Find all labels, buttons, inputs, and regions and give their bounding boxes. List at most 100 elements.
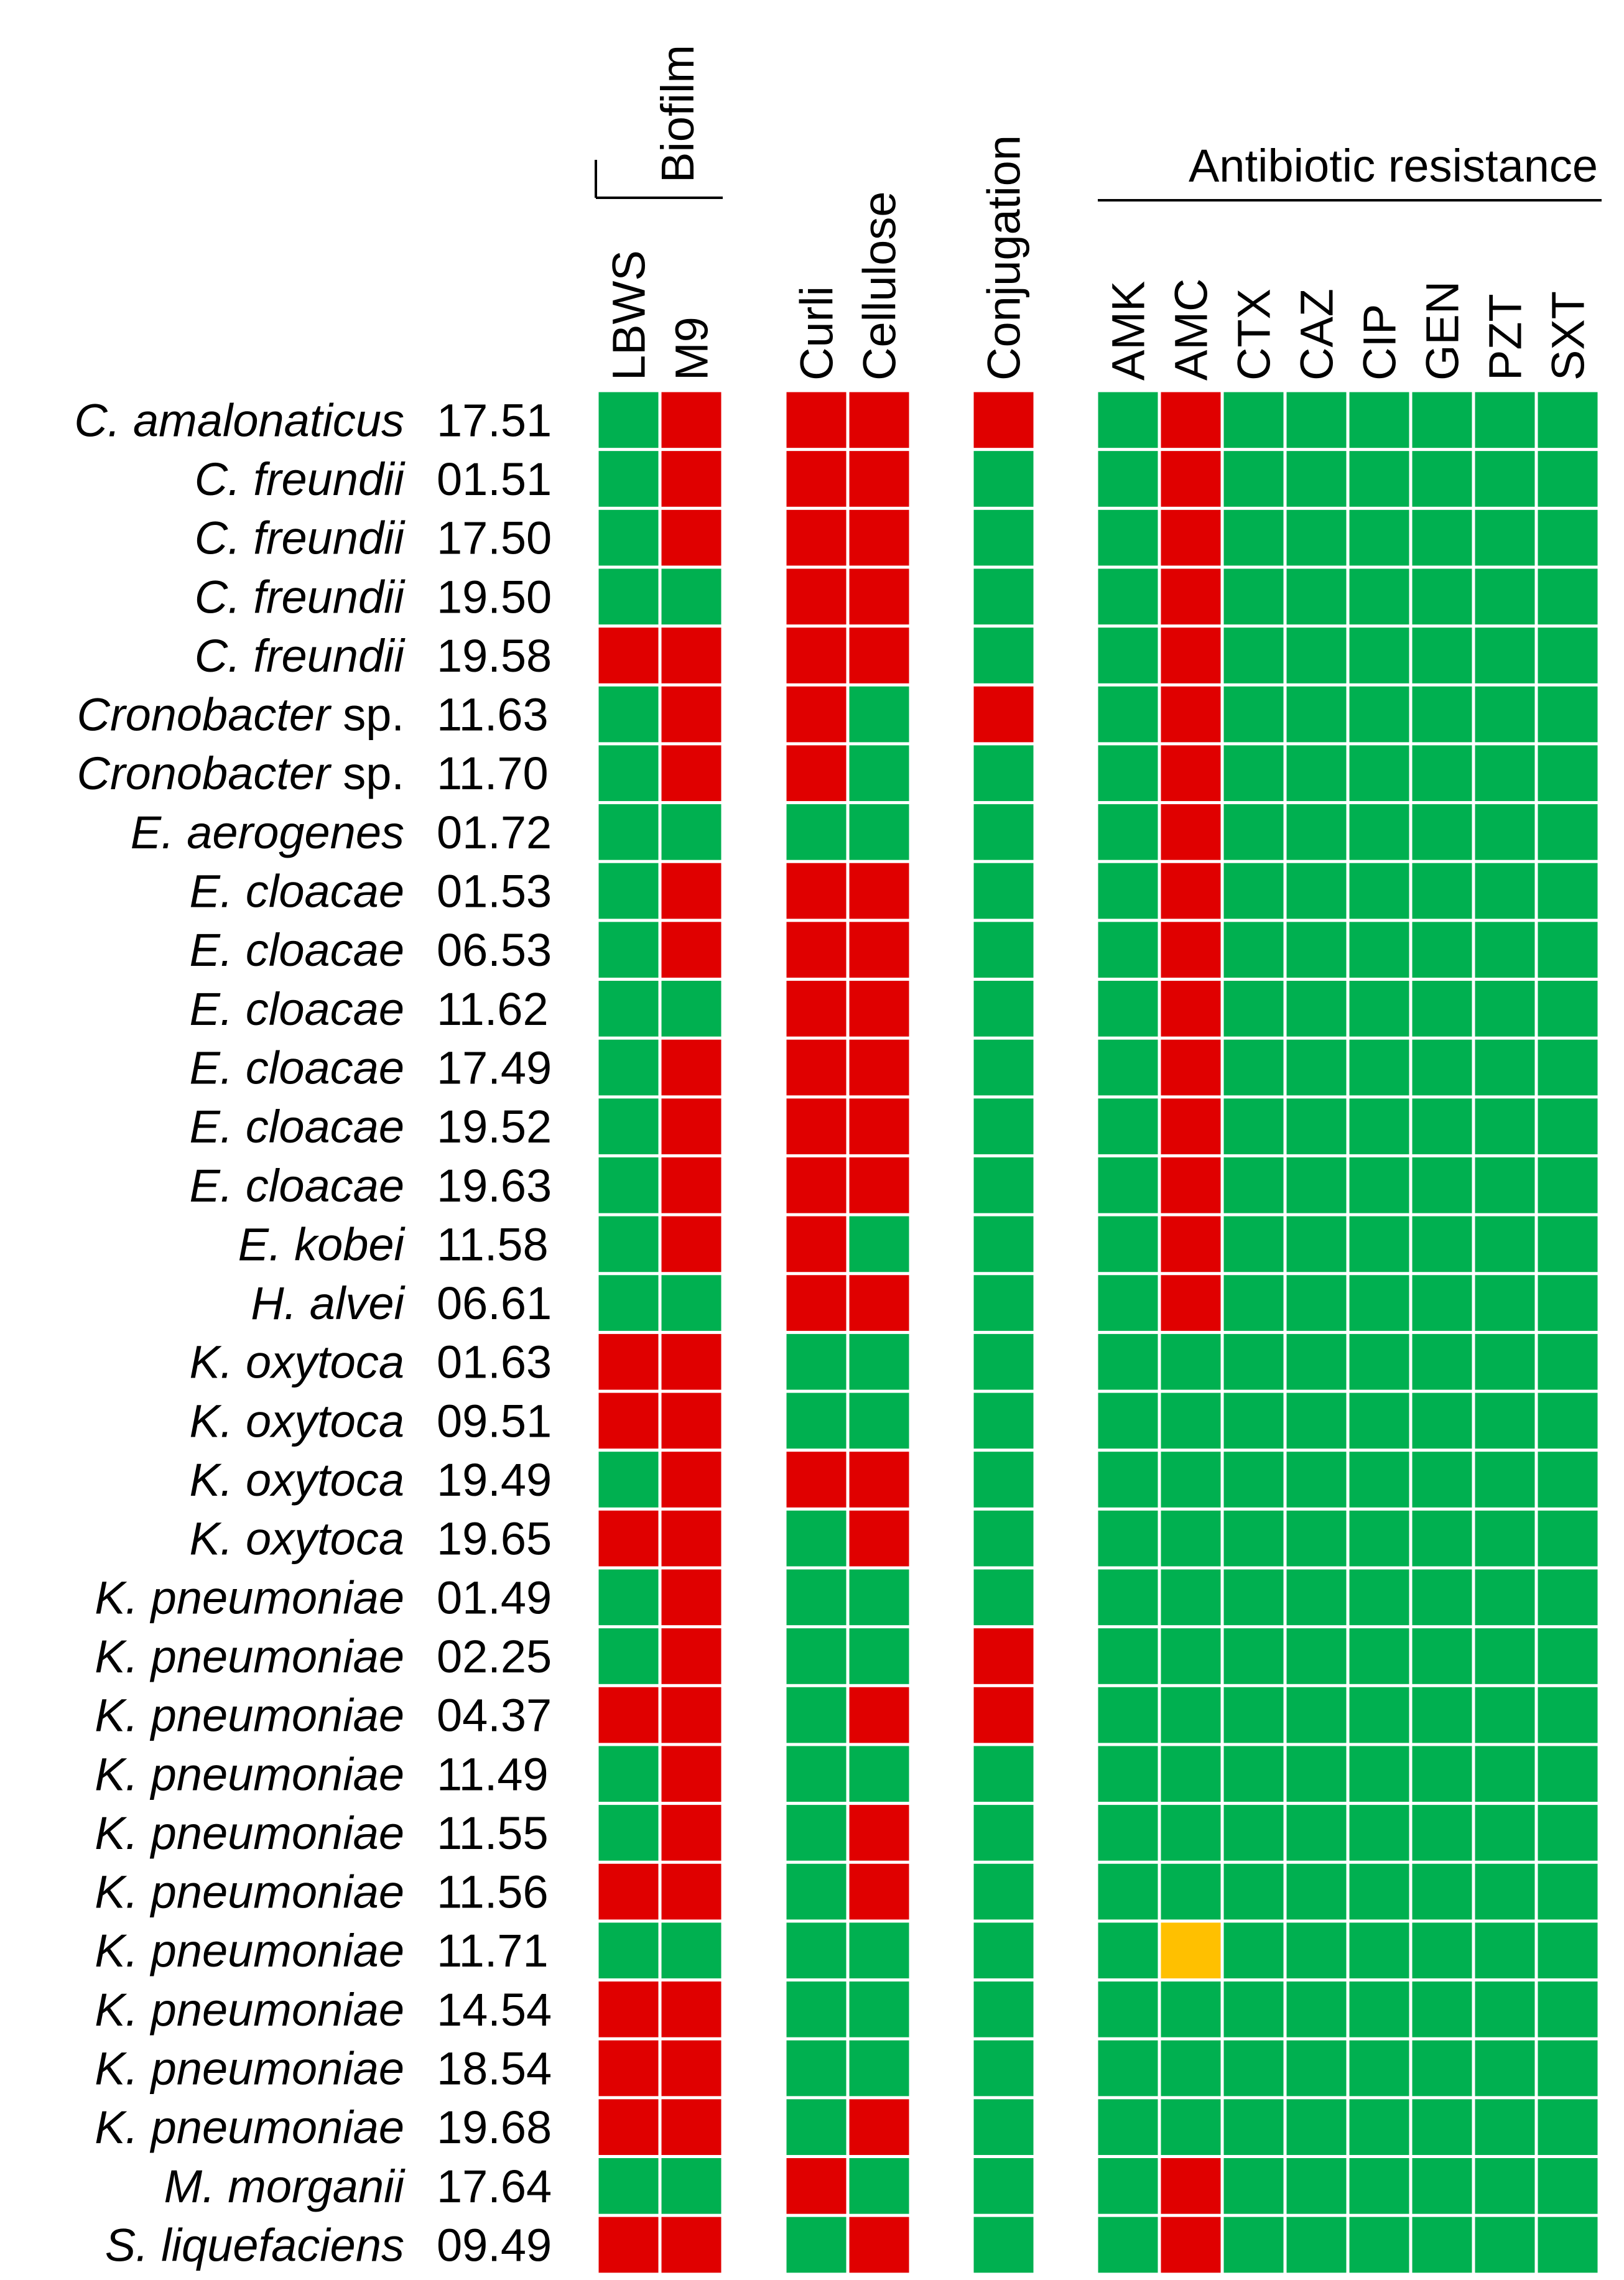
heatmap-cell (1349, 1039, 1409, 1096)
group-label-biofilm: Biofilm (652, 45, 703, 183)
heatmap-cell (661, 745, 722, 802)
heatmap-cell (598, 2217, 659, 2273)
heatmap-cell (973, 1039, 1034, 1096)
species-name: K. oxytoca (189, 1395, 404, 1447)
heatmap-cell (1098, 1216, 1158, 1272)
species-name: K. pneumoniae (95, 1807, 404, 1859)
heatmap-cell (1223, 1628, 1284, 1684)
heatmap-cell (1538, 1687, 1598, 1743)
heatmap-cell (1223, 1922, 1284, 1979)
heatmap-cell (1098, 745, 1158, 802)
heatmap-cell (973, 686, 1034, 743)
species-name: K. pneumoniae (95, 1925, 404, 1976)
heatmap-cell (1098, 1275, 1158, 1331)
heatmap-cell (1161, 863, 1221, 919)
column-label-caz: CAZ (1291, 289, 1343, 381)
heatmap-cell (1349, 804, 1409, 860)
row-strain-label: 11.56 (437, 1866, 549, 1918)
species-name: K. oxytoca (189, 1337, 404, 1388)
row-species-label: K. pneumoniae (95, 1866, 404, 1918)
row-species-label: K. pneumoniae (95, 1925, 404, 1976)
heatmap-cell (849, 686, 909, 743)
heatmap-cell (1161, 451, 1221, 507)
heatmap-cell (786, 1098, 847, 1154)
row-species-label: K. pneumoniae (95, 1572, 404, 1623)
heatmap-cell (1286, 1333, 1347, 1390)
heatmap-cell (1412, 568, 1472, 625)
heatmap-cell (1475, 1157, 1535, 1213)
heatmap-cell (849, 863, 909, 919)
heatmap-cell (598, 2099, 659, 2155)
heatmap-cell (1161, 628, 1221, 684)
row-strain-label: 19.50 (437, 571, 552, 623)
heatmap-cell (1412, 863, 1472, 919)
heatmap-cell (1475, 1039, 1535, 1096)
heatmap-cell (1161, 568, 1221, 625)
heatmap-cell (1475, 1687, 1535, 1743)
heatmap-cell (1223, 1216, 1284, 1272)
heatmap-cell (786, 2158, 847, 2214)
heatmap-cell (661, 863, 722, 919)
heatmap-cell (1538, 1569, 1598, 1626)
heatmap-cell (1349, 1393, 1409, 1449)
heatmap-cell (1161, 1098, 1221, 1154)
heatmap-cell (1475, 981, 1535, 1037)
row-strain-label: 17.49 (437, 1042, 552, 1093)
row-species-label: Cronobacter sp. (77, 748, 405, 799)
row-species-label: E. cloacae (189, 924, 404, 976)
heatmap-cell (1538, 2158, 1598, 2214)
heatmap-cell (598, 2040, 659, 2097)
row-strain-label: 19.65 (437, 1513, 552, 1565)
group-label-antibiotic-resistance: Antibiotic resistance (1189, 140, 1598, 192)
heatmap-cell (598, 686, 659, 743)
heatmap-cell (1412, 2040, 1472, 2097)
heatmap-cell (1223, 2217, 1284, 2273)
heatmap-cell (1098, 1510, 1158, 1567)
heatmap-cell (1475, 1216, 1535, 1272)
heatmap-cell (1223, 1687, 1284, 1743)
heatmap-cell (973, 568, 1034, 625)
heatmap-cell (1098, 1981, 1158, 2037)
heatmap-cell (661, 1510, 722, 1567)
row-species-label: E. cloacae (189, 866, 404, 917)
heatmap-cell (1412, 1863, 1472, 1920)
heatmap-cell (1349, 1452, 1409, 1508)
heatmap-cell (849, 1452, 909, 1508)
row-strain-label: 19.63 (437, 1160, 552, 1212)
heatmap-cell (1412, 922, 1472, 978)
row-species-label: K. oxytoca (189, 1454, 404, 1506)
heatmap-cell (1538, 1157, 1598, 1213)
heatmap-cell (598, 1746, 659, 1802)
heatmap-cell (849, 568, 909, 625)
heatmap-cell (786, 1157, 847, 1213)
heatmap-cell (849, 1687, 909, 1743)
heatmap-cell (1098, 628, 1158, 684)
row-species-label: K. pneumoniae (95, 2043, 404, 2095)
heatmap-cell (849, 2158, 909, 2214)
heatmap-cell (1161, 1981, 1221, 2037)
heatmap-cell (1223, 863, 1284, 919)
heatmap-cell (1538, 863, 1598, 919)
heatmap-cell (1161, 1922, 1221, 1979)
heatmap-cell (973, 1981, 1034, 2037)
heatmap-cell (1475, 1098, 1535, 1154)
heatmap-cell (973, 509, 1034, 566)
heatmap-cell (1412, 1098, 1472, 1154)
heatmap-cell (849, 1569, 909, 1626)
heatmap-cell (1098, 1393, 1158, 1449)
heatmap-cell (661, 628, 722, 684)
row-strain-label: 04.37 (437, 1690, 552, 1741)
heatmap-cell (1098, 568, 1158, 625)
heatmap-cell (1161, 1687, 1221, 1743)
row-species-label: E. cloacae (189, 1160, 404, 1212)
heatmap-cell (661, 2040, 722, 2097)
column-label-cellulose: Cellulose (854, 192, 906, 381)
heatmap-cell (1286, 1039, 1347, 1096)
heatmap-cell (598, 1510, 659, 1567)
heatmap-cell (1286, 1746, 1347, 1802)
heatmap-cell (598, 628, 659, 684)
row-species-label: H. alvei (251, 1277, 406, 1329)
species-name: C. freundii (195, 630, 406, 682)
heatmap-cell (661, 1981, 722, 2037)
heatmap-cell (1475, 1452, 1535, 1508)
